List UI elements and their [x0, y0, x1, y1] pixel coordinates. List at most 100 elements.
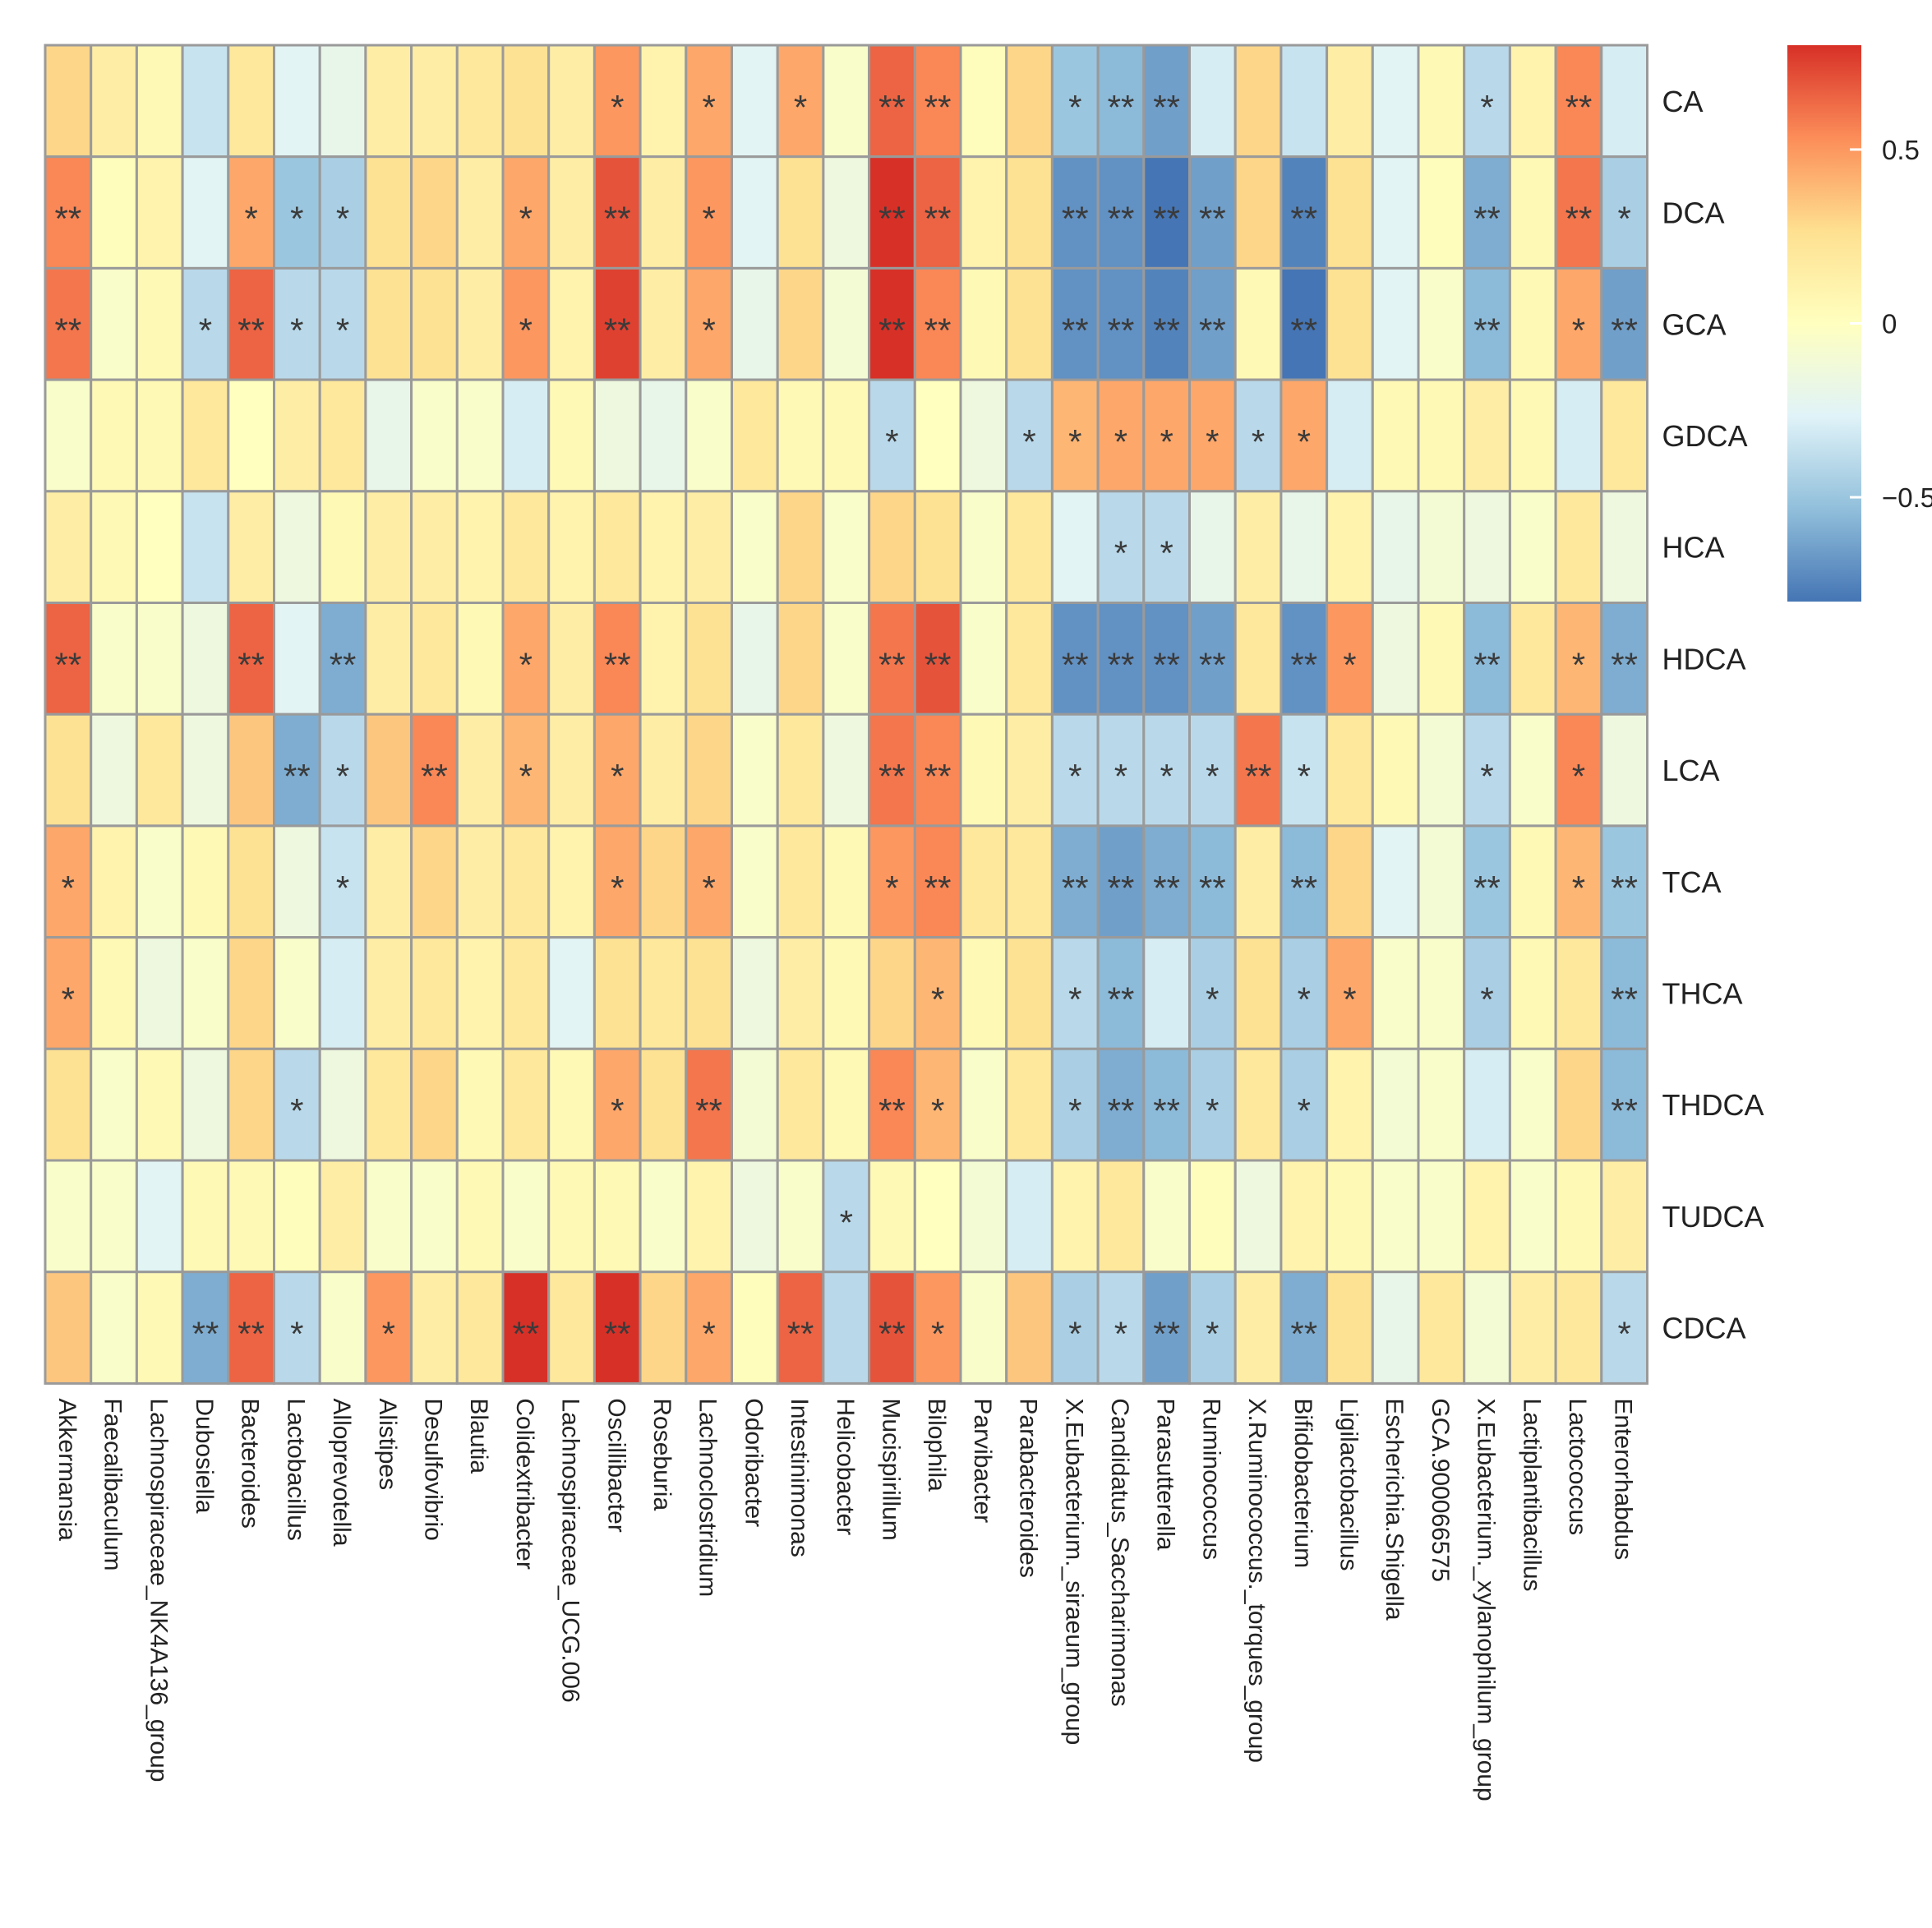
significance-marker: * [1343, 980, 1356, 1018]
column-label: Faecalibaculum [99, 1398, 127, 1571]
heatmap-cell [593, 936, 642, 1050]
heatmap-cell [913, 1159, 962, 1274]
heatmap-cell [455, 824, 505, 939]
heatmap-cell [547, 1047, 596, 1162]
column-label: Desulfovibrio [419, 1398, 446, 1540]
heatmap-cell [731, 1159, 779, 1274]
heatmap-cell [135, 490, 184, 604]
heatmap-cell [1554, 1047, 1603, 1162]
heatmap-cell [410, 266, 459, 381]
significance-marker: ** [1062, 311, 1089, 349]
heatmap-cell [868, 266, 916, 381]
significance-marker: * [1298, 757, 1311, 796]
column-label: Akkermansia [53, 1398, 81, 1541]
heatmap-cell [181, 266, 230, 381]
heatmap-cell [731, 713, 779, 828]
heatmap-cell [1233, 155, 1283, 270]
heatmap-cell [776, 266, 825, 381]
heatmap-cell [1050, 1159, 1100, 1274]
heatmap-cell [1417, 602, 1466, 716]
heatmap-cell [1463, 490, 1511, 604]
legend-tick-label: −0.5 [1882, 482, 1932, 513]
heatmap-cell [913, 936, 962, 1050]
heatmap-cell [181, 713, 230, 828]
heatmap-cell [410, 602, 459, 716]
heatmap-cell [1371, 490, 1420, 604]
heatmap-cell [1233, 1047, 1283, 1162]
heatmap-cell [44, 490, 93, 604]
column-label: Dubosiella [191, 1398, 218, 1513]
column-label: Ligilactobacillus [1335, 1398, 1362, 1571]
heatmap-cell [455, 155, 505, 270]
heatmap-cell [1554, 44, 1603, 159]
heatmap-cell [1005, 155, 1054, 270]
heatmap-cell [364, 44, 413, 159]
significance-marker: ** [925, 200, 952, 238]
legend-ticks: 0.5 0 −0.5 [1850, 135, 1932, 513]
heatmap-cell [639, 490, 688, 604]
heatmap-cell [501, 824, 551, 939]
heatmap-cell [913, 266, 962, 381]
heatmap-cell [1554, 490, 1603, 604]
column-label: Lactococcus [1564, 1398, 1591, 1535]
heatmap-cell [410, 1159, 459, 1274]
significance-marker: * [1114, 757, 1127, 796]
heatmap-cell [822, 266, 871, 381]
significance-marker: ** [1108, 645, 1135, 684]
heatmap-cell [135, 44, 184, 159]
heatmap-cell [1371, 602, 1420, 716]
significance-marker: * [1160, 757, 1173, 796]
heatmap-cell [90, 266, 138, 381]
heatmap-cell [776, 1271, 825, 1385]
heatmap-cell [868, 1271, 916, 1385]
heatmap-cell [547, 1271, 596, 1385]
column-label: X.Eubacterium._siraeum_group [1060, 1398, 1087, 1745]
heatmap-cell [1508, 155, 1557, 270]
heatmap-cell [822, 44, 871, 159]
heatmap-cell [1600, 713, 1649, 828]
row-label: HCA [1662, 531, 1725, 565]
row-label: TUDCA [1662, 1200, 1764, 1234]
heatmap-cell [1050, 1047, 1100, 1162]
heatmap-cell [1142, 824, 1192, 939]
significance-marker: * [1617, 1315, 1630, 1354]
heatmap-cell [685, 713, 733, 828]
heatmap-cell [273, 936, 321, 1050]
significance-marker: * [611, 88, 624, 127]
heatmap-cell [822, 490, 871, 604]
heatmap-cell [90, 936, 138, 1050]
heatmap-cell [639, 1159, 688, 1274]
significance-marker: ** [1473, 311, 1501, 349]
heatmap-cell [822, 713, 871, 828]
heatmap-cell [731, 602, 779, 716]
heatmap-cell [593, 44, 642, 159]
heatmap-cell [1005, 824, 1054, 939]
heatmap-cell [90, 602, 138, 716]
significance-marker: ** [237, 1315, 265, 1354]
significance-marker: ** [925, 869, 952, 907]
heatmap-cell [318, 155, 367, 270]
heatmap-cell [1142, 1159, 1192, 1274]
heatmap-cell [959, 378, 1008, 493]
heatmap-cell [90, 1159, 138, 1274]
significance-marker: ** [1290, 1315, 1317, 1354]
significance-marker: * [519, 311, 533, 349]
significance-marker: ** [1611, 1091, 1638, 1130]
heatmap-cell [364, 1047, 413, 1162]
heatmap-cell [1142, 713, 1192, 828]
significance-marker: ** [1062, 869, 1089, 907]
heatmap-cell [731, 266, 779, 381]
heatmap-cell [868, 824, 916, 939]
significance-marker: ** [878, 757, 906, 796]
heatmap-cell [181, 44, 230, 159]
heatmap-cell [822, 1159, 871, 1274]
heatmap-cell [501, 602, 551, 716]
significance-marker: ** [54, 311, 81, 349]
heatmap-cell [1463, 713, 1511, 828]
significance-marker: * [931, 1315, 944, 1354]
significance-marker: ** [512, 1315, 539, 1354]
heatmap-cell [1280, 378, 1329, 493]
significance-marker: ** [192, 1315, 219, 1354]
heatmap-cell [776, 936, 825, 1050]
heatmap-cell [1188, 824, 1237, 939]
